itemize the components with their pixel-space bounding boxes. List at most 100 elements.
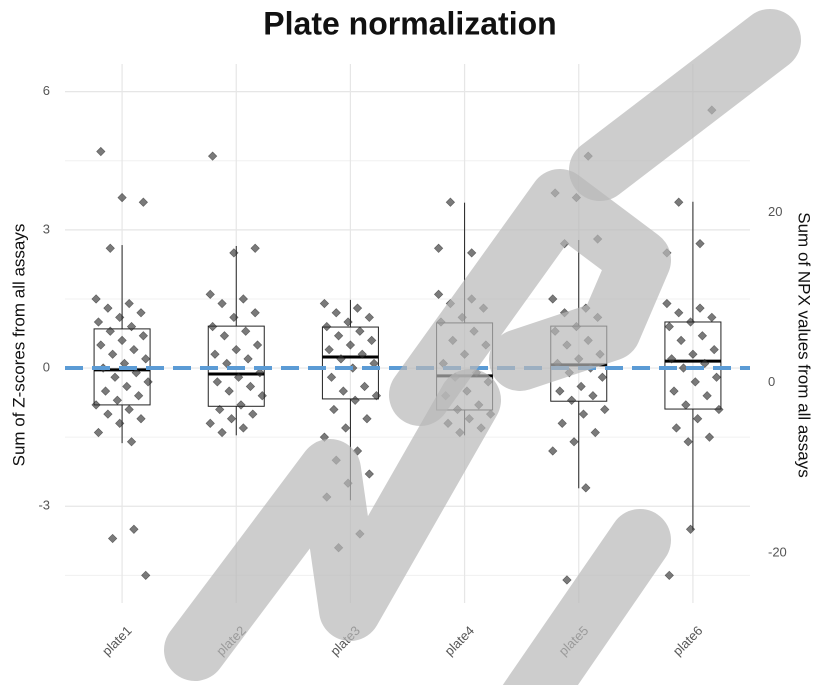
- x-tick-label: plate4: [441, 623, 477, 659]
- data-point: [207, 321, 218, 332]
- data-point: [576, 381, 586, 392]
- data-point: [331, 455, 341, 465]
- data-point: [583, 335, 593, 346]
- data-point: [685, 317, 696, 327]
- data-point: [355, 529, 365, 539]
- data-point: [548, 294, 558, 304]
- data-point: [119, 358, 130, 369]
- data-point: [350, 395, 360, 405]
- data-point: [122, 381, 132, 392]
- data-point: [141, 354, 151, 364]
- data-point: [566, 395, 577, 405]
- data-point: [355, 326, 365, 336]
- data-point: [333, 543, 344, 553]
- data-point: [462, 386, 472, 396]
- data-point: [550, 326, 560, 336]
- data-point: [217, 427, 227, 438]
- data-point: [243, 354, 253, 364]
- data-point: [562, 575, 572, 585]
- data-point: [133, 391, 144, 401]
- data-point: [481, 340, 491, 350]
- data-point: [559, 238, 570, 249]
- data-point: [695, 303, 705, 313]
- data-point: [581, 483, 591, 493]
- data-point: [597, 372, 608, 382]
- data-point: [329, 404, 339, 415]
- data-point: [352, 303, 363, 313]
- data-point: [700, 358, 710, 369]
- data-point: [702, 391, 712, 401]
- data-point: [103, 409, 113, 419]
- data-point: [455, 427, 465, 438]
- data-point: [343, 317, 353, 327]
- data-point: [364, 469, 374, 479]
- data-point: [664, 570, 674, 581]
- data-point: [110, 372, 120, 382]
- data-point: [707, 105, 717, 115]
- data-point: [664, 321, 674, 332]
- data-point: [711, 372, 722, 382]
- data-point: [105, 326, 115, 336]
- data-point: [252, 340, 263, 350]
- data-point: [671, 423, 682, 433]
- y-axis-label: Sum of Z-scores from all assays: [9, 224, 28, 467]
- data-point: [143, 377, 153, 387]
- data-point: [485, 409, 496, 419]
- y-tick-label: 0: [43, 359, 50, 374]
- data-point: [93, 317, 104, 327]
- data-point: [476, 423, 486, 433]
- data-point: [578, 409, 589, 419]
- data-point: [690, 377, 700, 387]
- data-point: [322, 492, 332, 502]
- data-point: [93, 427, 104, 438]
- data-point: [238, 294, 249, 304]
- data-point: [548, 446, 558, 456]
- data-point: [124, 404, 134, 415]
- data-point: [445, 197, 456, 207]
- data-point: [583, 151, 593, 161]
- data-point: [695, 238, 705, 249]
- data-point: [483, 377, 493, 387]
- data-point: [129, 344, 139, 355]
- data-point: [445, 298, 456, 309]
- data-point: [557, 418, 567, 429]
- data-point: [345, 340, 356, 350]
- data-point: [362, 414, 372, 424]
- data-point: [141, 570, 151, 581]
- y-tick-label: 6: [43, 83, 50, 98]
- x-tick-label: plate1: [99, 623, 135, 659]
- data-point: [343, 478, 353, 488]
- data-point: [319, 298, 330, 309]
- data-point: [207, 151, 218, 161]
- x-tick-label: plate2: [213, 623, 249, 659]
- data-point: [205, 289, 215, 300]
- chart-title: Plate normalization: [263, 5, 556, 41]
- data-point: [331, 308, 341, 318]
- data-point: [574, 354, 584, 364]
- data-point: [248, 409, 258, 419]
- data-point: [683, 437, 693, 447]
- data-point: [205, 418, 215, 429]
- y2-tick-label: 20: [768, 204, 782, 219]
- data-point: [319, 432, 330, 442]
- y2-tick-label: -20: [768, 544, 787, 559]
- data-point: [676, 335, 686, 346]
- data-point: [562, 340, 572, 350]
- data-point: [226, 414, 237, 424]
- data-point: [126, 437, 137, 447]
- data-point: [590, 427, 600, 438]
- data-point: [112, 395, 123, 405]
- data-point: [662, 298, 672, 309]
- data-point: [364, 312, 374, 323]
- data-point: [571, 321, 582, 332]
- data-point: [138, 197, 149, 207]
- data-point: [126, 321, 137, 332]
- data-point: [467, 294, 477, 304]
- data-point: [433, 243, 444, 253]
- y2-axis-label: Sum of NPX values from all assays: [795, 212, 814, 477]
- data-point: [257, 391, 267, 401]
- data-point: [707, 312, 717, 323]
- data-point: [697, 331, 708, 341]
- data-point: [91, 400, 101, 410]
